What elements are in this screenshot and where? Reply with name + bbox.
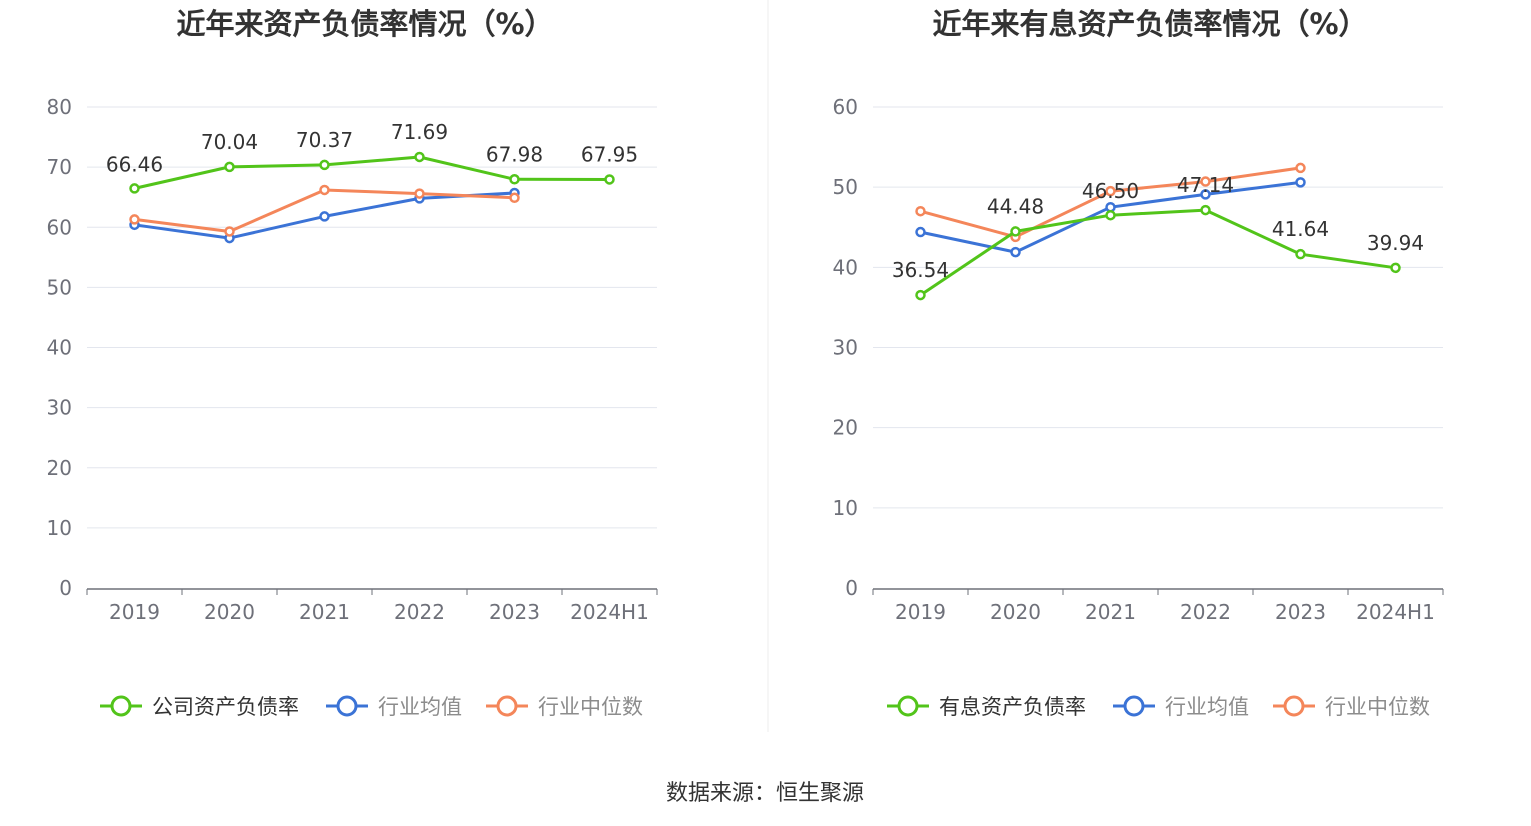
- y-tick-label: 10: [47, 516, 72, 540]
- legend-item: 行业均值: [326, 695, 462, 719]
- x-tick-label: 2023: [1275, 600, 1326, 624]
- data-point: [1390, 262, 1401, 274]
- x-tick-label: 2019: [895, 600, 946, 624]
- legend-label: 行业均值: [1165, 695, 1249, 719]
- y-tick-label: 60: [47, 215, 72, 239]
- data-point: [1200, 176, 1211, 187]
- series-line-3: [134, 188, 515, 233]
- data-label: 67.98: [486, 142, 543, 166]
- data-point: [509, 192, 520, 204]
- legend-label: 行业中位数: [1325, 695, 1430, 719]
- y-tick-label: 50: [833, 175, 858, 199]
- data-label: 67.95: [581, 142, 638, 166]
- data-point: [915, 205, 926, 217]
- legend-label: 行业均值: [378, 695, 462, 719]
- chart-1: 近年来资产负债率情况（%） 0 10 20 30 40 50 60 70 80 2019 2020 20…: [47, 7, 658, 719]
- x-tick-label: 2023: [489, 600, 540, 624]
- x-tick-label: 2021: [299, 600, 350, 624]
- data-point: [1010, 246, 1021, 258]
- data-point: [414, 188, 425, 199]
- legend-marker-icon: [496, 695, 518, 717]
- x-tick-label: 2019: [109, 600, 160, 624]
- legend-item: 行业中位数: [486, 695, 643, 719]
- data-point: [1295, 177, 1306, 188]
- data-point: [224, 226, 235, 237]
- y-tick-label: 30: [833, 336, 858, 360]
- data-label: 46.50: [1082, 179, 1139, 203]
- data-point: [319, 184, 330, 196]
- series-line-1: [919, 208, 1396, 297]
- y-tick-label: 40: [833, 255, 858, 279]
- data-point: [1200, 204, 1211, 216]
- data-point: [319, 159, 330, 171]
- legend-marker-icon: [110, 695, 132, 717]
- source-text: 数据来源：恒生聚源: [666, 781, 864, 806]
- data-label: 71.69: [391, 120, 448, 144]
- data-point: [414, 151, 425, 163]
- data-point: [129, 183, 140, 194]
- y-tick-label: 10: [833, 496, 858, 520]
- y-tick-label: 80: [47, 95, 72, 119]
- data-point: [915, 226, 926, 238]
- y-tick-label: 20: [47, 456, 72, 480]
- x-tick-label: 2020: [204, 600, 255, 624]
- data-label: 44.48: [987, 194, 1044, 218]
- data-label: 70.37: [296, 128, 353, 152]
- x-tick-label: 2024H1: [1356, 600, 1435, 624]
- legend-marker-icon: [1283, 695, 1305, 717]
- y-tick-label: 50: [47, 275, 72, 299]
- legend-marker-icon: [336, 695, 358, 717]
- chart-title: 近年来资产负债率情况（%）: [176, 7, 553, 41]
- chart-2: 近年来有息资产负债率情况（%） 0 10 20 30 40 50 60 2019 2020 2021…: [833, 7, 1444, 719]
- data-point: [1295, 162, 1306, 174]
- legend-item: 有息资产负债率: [887, 695, 1086, 719]
- data-point: [129, 214, 140, 225]
- y-tick-label: 70: [47, 155, 72, 179]
- x-tick-label: 2021: [1085, 600, 1136, 624]
- data-label: 66.46: [106, 152, 163, 176]
- data-point: [1295, 248, 1306, 260]
- x-tick-label: 2022: [394, 600, 445, 624]
- y-tick-label: 0: [59, 576, 72, 600]
- legend-item: 行业均值: [1113, 695, 1249, 719]
- legend-label: 有息资产负债率: [939, 695, 1086, 719]
- data-point: [604, 174, 615, 185]
- data-label: 39.94: [1367, 231, 1424, 255]
- legend-item: 行业中位数: [1273, 695, 1430, 719]
- data-point: [224, 161, 235, 173]
- data-point: [1105, 209, 1116, 221]
- chart-title: 近年来有息资产负债率情况（%）: [932, 7, 1367, 41]
- data-label: 41.64: [1272, 217, 1329, 241]
- data-point: [319, 211, 330, 222]
- y-tick-label: 20: [833, 416, 858, 440]
- data-point: [1105, 185, 1116, 197]
- data-point: [1200, 189, 1211, 200]
- data-label: 47.14: [1177, 173, 1234, 197]
- legend-label: 行业中位数: [538, 695, 643, 719]
- legend-label: 公司资产负债率: [152, 695, 299, 719]
- data-point: [1010, 226, 1021, 237]
- data-point: [509, 174, 520, 185]
- y-tick-label: 30: [47, 396, 72, 420]
- y-tick-label: 60: [833, 95, 858, 119]
- series-line-1: [134, 155, 610, 190]
- y-tick-label: 0: [845, 576, 858, 600]
- legend-marker-icon: [897, 695, 919, 717]
- x-tick-label: 2024H1: [570, 600, 649, 624]
- legend-item: 公司资产负债率: [100, 695, 299, 719]
- data-point: [915, 289, 926, 301]
- data-label: 70.04: [201, 130, 258, 154]
- x-tick-label: 2020: [990, 600, 1041, 624]
- legend-marker-icon: [1123, 695, 1145, 717]
- y-tick-label: 40: [47, 336, 72, 360]
- x-tick-label: 2022: [1180, 600, 1231, 624]
- data-label: 36.54: [892, 258, 949, 282]
